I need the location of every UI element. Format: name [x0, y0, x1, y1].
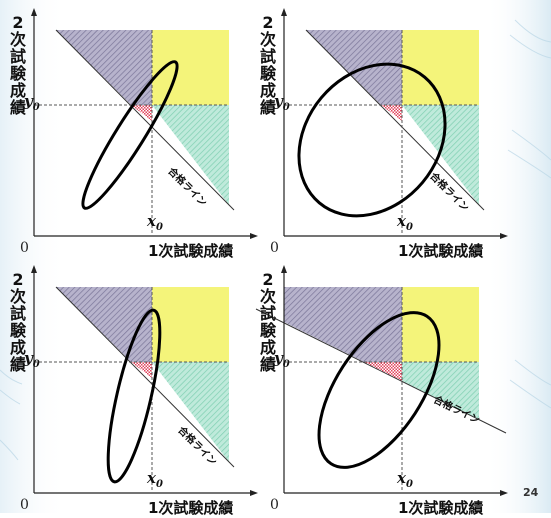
y-axis-arrow: [31, 265, 37, 273]
score-distribution-ellipse: [317, 311, 441, 469]
score-distribution-ellipse: [106, 308, 162, 484]
panel-2: 2次試験成績 y0 x0 0 1次試験成績 合格ライン: [256, 8, 508, 260]
origin-label: 0: [270, 240, 279, 256]
x-threshold-label: x0: [397, 469, 413, 490]
pass-line: [305, 29, 485, 211]
origin-label: 0: [270, 497, 279, 513]
y-threshold-label: y0: [274, 92, 290, 113]
y-axis-label: 2次試験成績: [259, 270, 276, 374]
y-threshold-label: y0: [24, 349, 40, 370]
second-only-region: [56, 30, 152, 105]
pass-line: [55, 286, 235, 468]
accepted-region: [402, 30, 479, 105]
y-threshold-label: y0: [24, 92, 40, 113]
x-axis-arrow: [250, 490, 258, 496]
second-only-region: [306, 30, 402, 105]
panel-2-diagram: [281, 8, 508, 239]
origin-label: 0: [20, 240, 29, 256]
x-axis-label: 1次試験成績: [148, 242, 234, 260]
pass-line: [55, 29, 235, 211]
second-only-region: [56, 287, 152, 362]
x-threshold-label: x0: [147, 212, 163, 233]
score-distribution-ellipse: [297, 62, 447, 218]
lost-region: [131, 362, 152, 378]
second-only-region: [284, 287, 402, 362]
panel-1: 2次試験成績 y0 x0 0 1次試験成績 合格ライン: [6, 8, 258, 260]
pass-line-only-region: [152, 105, 229, 205]
y-axis-label: 2次試験成績: [9, 13, 26, 117]
panel-3-diagram: [31, 265, 258, 496]
lost-region: [131, 105, 152, 121]
x-axis-arrow: [500, 233, 508, 239]
x-threshold-label: x0: [397, 212, 413, 233]
y-axis-arrow: [281, 265, 287, 273]
x-axis-label: 1次試験成績: [398, 499, 484, 517]
page-number: 24: [523, 486, 539, 499]
y-axis-arrow: [31, 8, 37, 16]
y-axis-arrow: [281, 8, 287, 16]
pass-line-only-region: [152, 362, 229, 462]
pass-line-only-region: [402, 362, 479, 419]
pass-line: [255, 308, 507, 434]
x-axis-arrow: [500, 490, 508, 496]
x-axis-arrow: [250, 233, 258, 239]
panel-1-diagram: [31, 8, 258, 239]
accepted-region: [152, 287, 229, 362]
panel-4: 2次試験成績 y0 x0 0 1次試験成績 合格ライン: [255, 265, 508, 517]
y-threshold-label: y0: [274, 349, 290, 370]
y-axis-label: 2次試験成績: [259, 13, 276, 117]
x-axis-label: 1次試験成績: [398, 242, 484, 260]
lost-region: [381, 105, 402, 121]
origin-label: 0: [20, 497, 29, 513]
panel-3: 2次試験成績 y0 x0 0 1次試験成績 合格ライン: [6, 265, 258, 517]
x-axis-label: 1次試験成績: [148, 499, 234, 517]
score-distribution-ellipse: [81, 60, 179, 210]
y-axis-label: 2次試験成績: [9, 270, 26, 374]
accepted-region: [402, 287, 479, 362]
x-threshold-label: x0: [147, 469, 163, 490]
panel-4-diagram: [255, 265, 508, 496]
